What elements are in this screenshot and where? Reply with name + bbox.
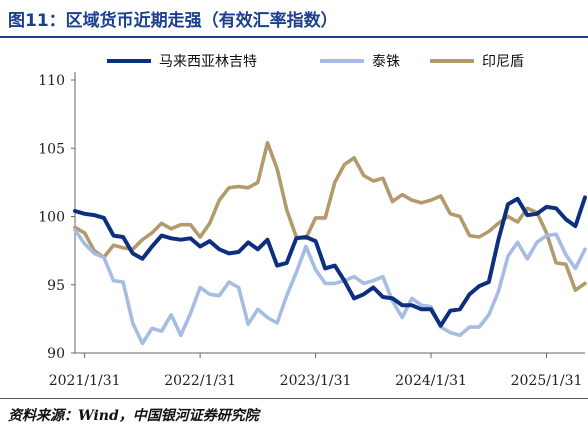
series-line <box>73 141 587 293</box>
y-tick-label: 95 <box>47 278 65 294</box>
chart-series <box>73 141 587 346</box>
y-tick-label: 100 <box>38 210 65 226</box>
y-tick-label: 110 <box>38 73 65 89</box>
legend-label: 泰铢 <box>372 54 400 70</box>
source-divider <box>0 398 588 399</box>
y-tick-label: 90 <box>47 346 65 362</box>
chart-axes: 90 95 100 105 110 2021/1/31 2022/1/31 2023/1/31… <box>38 72 585 389</box>
series-line <box>73 195 587 328</box>
x-tick-label: 2023/1/31 <box>280 373 352 389</box>
y-tick-label: 105 <box>38 141 65 157</box>
source-note: 资料来源：Wind，中国银河证券研究院 <box>8 408 259 424</box>
x-tick-label: 2022/1/31 <box>164 373 236 389</box>
x-tick-label: 2025/1/31 <box>511 373 583 389</box>
legend-label: 印尼盾 <box>482 54 524 70</box>
x-tick-label: 2024/1/31 <box>395 373 467 389</box>
legend-label: 马来西亚林吉特 <box>159 54 257 70</box>
title-divider <box>0 36 588 38</box>
series-line <box>73 228 587 346</box>
legend: 马来西亚林吉特 泰铢 印尼盾 <box>107 54 524 70</box>
chart-title: 图11：区域货币近期走强（有效汇率指数） <box>8 11 338 31</box>
x-tick-label: 2021/1/31 <box>49 373 121 389</box>
